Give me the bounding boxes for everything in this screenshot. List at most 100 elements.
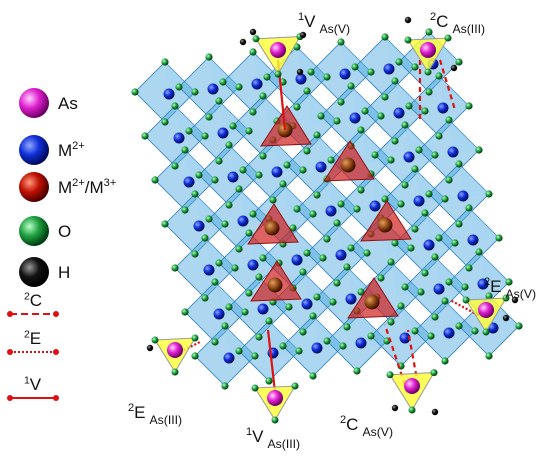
- metal-ion: [346, 294, 357, 305]
- page: AsM2+M2+/M3+OH2C2E1V 1VAs(V)2CAs(III)2EA…: [0, 0, 544, 456]
- oxygen: [259, 254, 266, 261]
- metal-ion: [296, 74, 307, 85]
- oxygen: [333, 219, 340, 226]
- arsenic: [267, 390, 283, 406]
- metal-ion: [214, 309, 225, 320]
- oxygen: [455, 160, 462, 167]
- oxygen: [361, 107, 368, 114]
- metal-ion: [316, 162, 327, 173]
- oxygen: [327, 156, 334, 163]
- hydrogen: [147, 345, 153, 351]
- oxygen: [495, 234, 502, 241]
- oxygen: [455, 58, 462, 65]
- oxygen: [259, 152, 266, 159]
- oxygen: [151, 176, 158, 183]
- label-part: As(III): [452, 22, 485, 36]
- hydrogen: [432, 409, 438, 415]
- oxygen: [299, 268, 306, 275]
- hydrogen: [240, 39, 246, 45]
- arsenic: [478, 302, 494, 318]
- oxygen: [241, 308, 248, 315]
- oxygen: [303, 87, 310, 94]
- oxygen: [387, 318, 394, 325]
- label-part: 2+: [72, 140, 85, 152]
- oxygen: [353, 205, 360, 212]
- oxygen: [445, 35, 452, 42]
- oxygen: [309, 210, 316, 217]
- crystal-structure: [131, 17, 522, 424]
- oxygen: [285, 303, 292, 310]
- label-part: V: [304, 12, 316, 31]
- oxygen: [353, 367, 360, 374]
- oxygen: [441, 195, 448, 202]
- legend-dot: [7, 349, 13, 355]
- figure: AsM2+M2+/M3+OH2C2E1V 1VAs(V)2CAs(III)2EA…: [0, 0, 544, 456]
- oxygen: [245, 127, 252, 134]
- oxygen: [475, 248, 482, 255]
- label-part: As(III): [268, 437, 301, 451]
- legend-symbol: [19, 135, 49, 165]
- label-part: O: [58, 222, 71, 241]
- oxygen: [455, 322, 462, 329]
- legend-dot: [7, 311, 13, 317]
- label-part: M: [58, 141, 72, 160]
- metal-ion: [336, 250, 347, 261]
- oxygen: [427, 332, 434, 339]
- metal-ion: [174, 133, 185, 144]
- oxygen: [161, 58, 168, 65]
- oxygen: [347, 244, 354, 251]
- oxygen: [235, 245, 242, 252]
- label-part: V: [252, 427, 264, 446]
- oxygen: [435, 72, 442, 79]
- metal-ion: [252, 79, 263, 90]
- oxygen: [323, 337, 330, 344]
- legend-label: 1V: [24, 375, 42, 394]
- oxygen: [329, 298, 336, 305]
- oxygen: [411, 327, 418, 334]
- oxygen: [255, 333, 262, 340]
- oxygen: [303, 147, 310, 154]
- metal-ion: [404, 152, 415, 163]
- oxygen: [339, 342, 346, 349]
- oxygen: [387, 371, 394, 378]
- oxygen: [343, 323, 350, 330]
- oxygen: [407, 244, 414, 251]
- oxygen: [485, 352, 492, 359]
- label-part: C: [30, 291, 42, 310]
- oxygen: [192, 335, 199, 342]
- metal-ion: [434, 284, 445, 295]
- label-part: M: [58, 178, 72, 197]
- metal-ion: [326, 206, 337, 217]
- oxygen: [415, 146, 422, 153]
- oxygen: [333, 279, 340, 286]
- oxygen: [461, 283, 468, 290]
- label-part: As(V): [320, 22, 351, 36]
- metal-ion: [268, 278, 283, 293]
- label-part: E: [134, 403, 145, 422]
- metal-ion: [414, 196, 425, 207]
- oxygen: [463, 297, 470, 304]
- oxygen: [445, 176, 452, 183]
- label-part: E: [30, 329, 41, 348]
- oxygen: [421, 107, 428, 114]
- oxygen: [175, 83, 182, 90]
- oxygen: [253, 35, 260, 42]
- metal-ion: [444, 328, 455, 339]
- oxygen: [283, 161, 290, 168]
- oxygen: [263, 73, 270, 80]
- oxygen: [205, 215, 212, 222]
- oxygen: [195, 171, 202, 178]
- metal-ion: [184, 177, 195, 188]
- oxygen: [333, 117, 340, 124]
- oxygen: [515, 322, 522, 329]
- oxygen: [323, 73, 330, 80]
- oxygen: [309, 372, 316, 379]
- oxygen: [411, 225, 418, 232]
- oxygen: [181, 146, 188, 153]
- oxygen: [303, 249, 310, 256]
- label-part: E: [490, 277, 501, 296]
- oxygen: [205, 113, 212, 120]
- oxygen: [405, 102, 412, 109]
- metal-ion: [340, 69, 351, 80]
